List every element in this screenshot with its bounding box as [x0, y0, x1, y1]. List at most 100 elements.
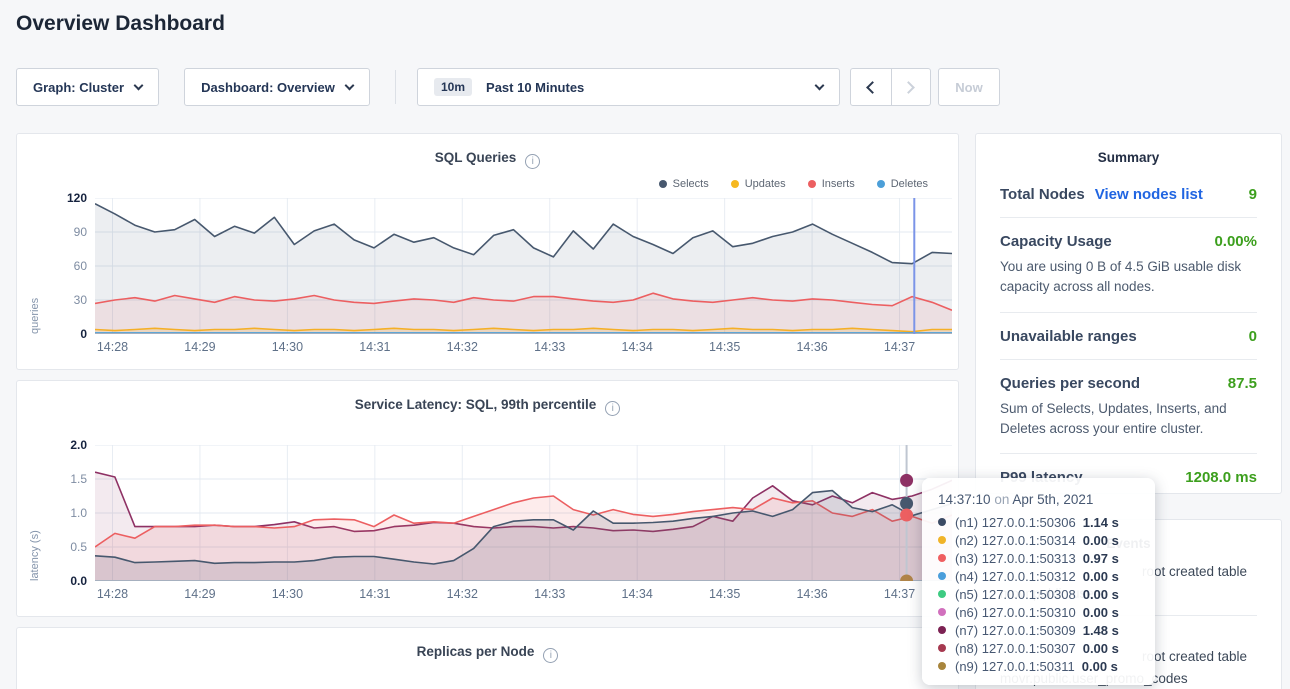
summary-row-value: 0.00%: [1214, 233, 1257, 250]
time-next-button[interactable]: [891, 69, 931, 105]
legend-dot-icon: [877, 180, 885, 188]
node-color-dot-icon: [938, 644, 946, 652]
tooltip-node-label: (n3) 127.0.0.1:50313: [955, 551, 1076, 566]
summary-row-label: Unavailable ranges: [1000, 328, 1137, 345]
x-tick-label: 14:29: [184, 587, 215, 601]
chart-title-text: Service Latency: SQL, 99th percentile: [355, 397, 597, 412]
chevron-right-icon: [902, 81, 915, 94]
time-range-dropdown[interactable]: 10m Past 10 Minutes: [417, 68, 840, 106]
tooltip-node-label: (n7) 127.0.0.1:50309: [955, 623, 1076, 638]
legend-item-selects[interactable]: Selects: [659, 178, 709, 190]
legend-label: Deletes: [891, 178, 928, 190]
chart-title-text: Replicas per Node: [417, 644, 535, 659]
y-tick-label: 1.5: [43, 472, 87, 486]
tooltip-node-label: (n8) 127.0.0.1:50307: [955, 641, 1076, 656]
chart-title: SQL Queriesi: [17, 150, 958, 169]
tooltip-node-label: (n5) 127.0.0.1:50308: [955, 587, 1076, 602]
x-tick-label: 14:32: [447, 340, 478, 354]
node-color-dot-icon: [938, 608, 946, 616]
summary-row: Queries per second87.5Sum of Selects, Up…: [1000, 360, 1257, 455]
summary-row: Capacity Usage0.00%You are using 0 B of …: [1000, 218, 1257, 313]
tooltip-node-row: (n9) 127.0.0.1:50311 0.00 s: [938, 657, 1141, 675]
time-nav-group: [850, 68, 931, 106]
tooltip-node-value: 0.00 s: [1082, 659, 1118, 674]
node-color-dot-icon: [938, 626, 946, 634]
summary-row-value: 0: [1249, 328, 1257, 345]
y-tick-label: 120: [43, 191, 87, 205]
replicas-per-node-chart-card: Replicas per Node i: [16, 627, 959, 689]
y-axis-label: latency (s): [29, 445, 41, 581]
summary-rows: Total NodesView nodes list9Capacity Usag…: [976, 165, 1281, 500]
node-color-dot-icon: [938, 518, 946, 526]
x-tick-label: 14:35: [709, 340, 740, 354]
legend-dot-icon: [731, 180, 739, 188]
node-color-dot-icon: [938, 572, 946, 580]
info-icon[interactable]: i: [543, 648, 558, 663]
tooltip-node-row: (n8) 127.0.0.1:50307 0.00 s: [938, 639, 1141, 657]
service-latency-plot[interactable]: [95, 445, 952, 581]
node-color-dot-icon: [938, 590, 946, 598]
y-tick-label: 1.0: [43, 506, 87, 520]
tooltip-node-value: 0.00 s: [1083, 641, 1119, 656]
tooltip-node-row: (n1) 127.0.0.1:503061.14 s: [938, 513, 1141, 531]
time-range-badge: 10m: [434, 78, 472, 96]
y-tick-label: 60: [43, 259, 87, 273]
x-tick-label: 14:34: [622, 587, 653, 601]
tooltip-timestamp: 14:37:10 on Apr 5th, 2021: [938, 492, 1141, 507]
tooltip-node-row: (n5) 127.0.0.1:50308 0.00 s: [938, 585, 1141, 603]
x-tick-label: 14:36: [796, 340, 827, 354]
info-icon[interactable]: i: [525, 154, 540, 169]
page-title: Overview Dashboard: [16, 12, 225, 36]
chart-legend: Selects Updates Inserts Deletes: [659, 178, 928, 190]
tooltip-node-row: (n6) 127.0.0.1:503100.00 s: [938, 603, 1141, 621]
tooltip-node-row: (n4) 127.0.0.1:50312 0.00 s: [938, 567, 1141, 585]
time-range-label: Past 10 Minutes: [486, 80, 584, 95]
tooltip-node-value: 0.00 s: [1083, 605, 1119, 620]
tooltip-node-value: 1.48 s: [1083, 623, 1119, 638]
legend-label: Selects: [673, 178, 709, 190]
time-prev-button[interactable]: [851, 69, 891, 105]
summary-row-label: Total Nodes: [1000, 186, 1085, 203]
tooltip-rows: (n1) 127.0.0.1:503061.14 s(n2) 127.0.0.1…: [938, 513, 1141, 675]
node-color-dot-icon: [938, 536, 946, 544]
tooltip-node-label: (n4) 127.0.0.1:50312: [955, 569, 1076, 584]
summary-row: Unavailable ranges 0: [1000, 313, 1257, 360]
legend-dot-icon: [659, 180, 667, 188]
tooltip-node-value: 0.00 s: [1083, 533, 1119, 548]
tooltip-node-row: (n3) 127.0.0.1:50313 0.97 s: [938, 549, 1141, 567]
x-tick-label: 14:33: [534, 587, 565, 601]
tooltip-time: 14:37:10: [938, 492, 991, 507]
tooltip-node-label: (n1) 127.0.0.1:50306: [955, 515, 1076, 530]
chevron-down-icon: [815, 80, 825, 90]
overview-dashboard-page: Overview Dashboard Graph: Cluster Dashbo…: [0, 0, 1290, 689]
tooltip-node-value: 0.00 s: [1083, 569, 1119, 584]
x-tick-label: 14:37: [884, 340, 915, 354]
y-tick-label: 0.0: [43, 574, 87, 588]
legend-item-inserts[interactable]: Inserts: [808, 178, 855, 190]
tooltip-node-value: 0.97 s: [1083, 551, 1119, 566]
summary-title: Summary: [976, 134, 1281, 165]
tooltip-node-label: (n9) 127.0.0.1:50311: [955, 659, 1075, 674]
sql-queries-plot[interactable]: [95, 198, 952, 334]
x-tick-label: 14:35: [709, 587, 740, 601]
tooltip-node-row: (n2) 127.0.0.1:503140.00 s: [938, 531, 1141, 549]
legend-item-updates[interactable]: Updates: [731, 178, 786, 190]
x-tick-label: 14:31: [359, 340, 390, 354]
view-nodes-list-link[interactable]: View nodes list: [1095, 186, 1203, 203]
x-tick-label: 14:30: [272, 587, 303, 601]
dashboard-dropdown[interactable]: Dashboard: Overview: [184, 68, 370, 106]
graph-scope-dropdown[interactable]: Graph: Cluster: [16, 68, 159, 106]
y-axis-label: queries: [29, 198, 41, 334]
x-tick-label: 14:36: [796, 587, 827, 601]
tooltip-node-row: (n7) 127.0.0.1:50309 1.48 s: [938, 621, 1141, 639]
x-tick-label: 14:34: [622, 340, 653, 354]
tooltip-on: on: [994, 492, 1009, 507]
legend-item-deletes[interactable]: Deletes: [877, 178, 928, 190]
legend-dot-icon: [808, 180, 816, 188]
info-icon[interactable]: i: [605, 401, 620, 416]
service-latency-chart-card: Service Latency: SQL, 99th percentile i l…: [16, 380, 959, 617]
tooltip-node-value: 0.00 s: [1083, 587, 1119, 602]
now-button[interactable]: Now: [938, 68, 1000, 106]
summary-row-value: 1208.0 ms: [1185, 469, 1257, 486]
summary-row-value: 87.5: [1228, 375, 1257, 392]
